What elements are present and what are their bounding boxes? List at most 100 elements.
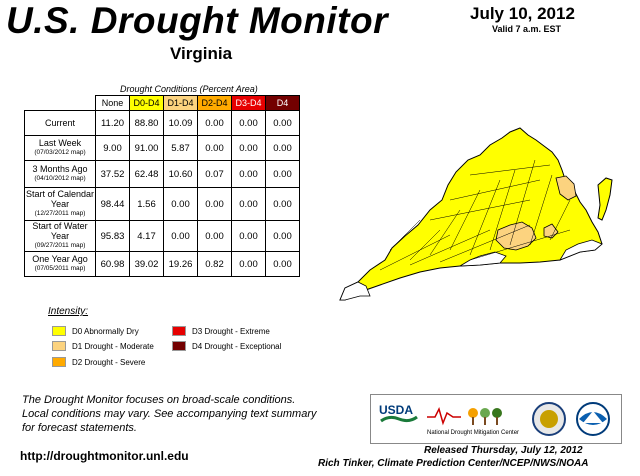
map-area-none-southwest [339, 281, 371, 301]
column-header: D4 [265, 95, 300, 111]
release-date: July 10, 2012 [470, 4, 575, 23]
row-sublabel: (12/27/2011 map) [34, 210, 86, 217]
state-name: Virginia [170, 44, 233, 63]
table-cell: 60.98 [95, 251, 130, 277]
table-corner [25, 96, 96, 111]
row-label: 3 Months Ago (04/10/2012 map) [24, 160, 96, 188]
table-row: 3 Months Ago (04/10/2012 map) 37.52 62.48 10… [24, 160, 300, 188]
table-cell: 19.26 [163, 251, 198, 277]
table-cell: 0.82 [197, 251, 232, 277]
table-cell: 39.02 [129, 251, 164, 277]
table-cell: 88.80 [129, 110, 164, 136]
usda-logo-graphic [380, 415, 418, 423]
column-header: D3-D4 [231, 95, 266, 111]
partner-logos: USDA National Drought Mitigation Center [370, 394, 622, 444]
table-row: Last Week (07/03/2012 map) 9.00 91.00 5.87 0.… [24, 135, 300, 161]
website-link[interactable]: http://droughtmonitor.unl.edu [20, 449, 189, 463]
table-header-row: None D0-D4 D1-D4 D2-D4 D3-D4 D4 [25, 95, 300, 111]
legend-item-d2: D2 Drought - Severe [52, 357, 145, 367]
table-row: One Year Ago (07/05/2011 map) 60.98 39.02 19… [24, 251, 300, 277]
map-area-d1-northeast [555, 175, 577, 201]
table-cell: 0.00 [265, 220, 300, 252]
row-sublabel: (04/10/2012 map) [34, 175, 86, 182]
author-credit: Rich Tinker, Climate Prediction Center/N… [318, 458, 589, 469]
table-cell: 98.44 [95, 187, 130, 221]
legend-item-d0: D0 Abnormally Dry [52, 326, 139, 336]
table-cell: 0.00 [231, 187, 266, 221]
row-label-text: Start of Water Year [32, 221, 88, 241]
row-label-text: Last Week [38, 138, 82, 148]
table-cell: 4.17 [129, 220, 164, 252]
county-boundaries [379, 159, 571, 271]
column-header: D0-D4 [129, 95, 164, 111]
map-area-none-southeast [559, 239, 603, 261]
map-title: U.S. Drought Monitor [6, 0, 388, 41]
table-cell: 10.60 [163, 160, 198, 188]
table-cell: 0.07 [197, 160, 232, 188]
valid-time: Valid 7 a.m. EST [492, 24, 562, 34]
virginia-drought-map [339, 127, 613, 301]
map-area-d0 [339, 127, 603, 301]
table-cell: 0.00 [231, 220, 266, 252]
table-cell: 5.87 [163, 135, 198, 161]
table-cell: 37.52 [95, 160, 130, 188]
table-cell: 0.00 [231, 110, 266, 136]
row-sublabel: (09/27/2011 map) [34, 242, 86, 249]
table-row: Start of Calendar Year (12/27/2011 map) 98… [24, 187, 300, 221]
usda-text: USDA [379, 403, 414, 417]
drought-conditions-table: None D0-D4 D1-D4 D2-D4 D3-D4 D4 Current 1… [24, 95, 300, 277]
legend-label: D0 Abnormally Dry [72, 326, 139, 336]
table-cell: 95.83 [95, 220, 130, 252]
legend-label: D2 Drought - Severe [72, 357, 146, 367]
table-cell: 62.48 [129, 160, 164, 188]
legend-item-d3: D3 Drought - Extreme [172, 326, 270, 336]
row-label-text: Current [44, 118, 75, 128]
release-note: Released Thursday, July 12, 2012 [424, 445, 583, 456]
legend-label: D1 Drought - Moderate [72, 341, 154, 351]
table-cell: 0.00 [265, 160, 300, 188]
legend-item-d1: D1 Drought - Moderate [52, 341, 154, 351]
table-cell: 10.09 [163, 110, 198, 136]
legend-item-d4: D4 Drought - Exceptional [172, 341, 281, 351]
row-label: One Year Ago (07/05/2011 map) [24, 251, 96, 277]
usda-logo: USDA [379, 401, 419, 432]
row-label: Last Week (07/03/2012 map) [24, 135, 96, 161]
row-label-text: 3 Months Ago [32, 164, 88, 174]
row-sublabel: (07/05/2011 map) [34, 265, 86, 272]
table-cell: 0.00 [231, 160, 266, 188]
legend-label: D4 Drought - Exceptional [192, 341, 282, 351]
row-label-text: One Year Ago [32, 254, 88, 264]
table-cell: 0.00 [197, 110, 232, 136]
row-sublabel: (07/03/2012 map) [34, 149, 86, 156]
noaa-logo-icon [575, 401, 611, 442]
row-label: Current [24, 110, 96, 136]
ndmc-text: National Drought Mitigation Center [427, 430, 520, 436]
table-row: Start of Water Year (09/27/2011 map) 95.83… [24, 220, 300, 252]
doc-seal-icon [531, 401, 567, 442]
table-cell: 0.00 [231, 251, 266, 277]
table-cell: 0.00 [197, 220, 232, 252]
table-row: Current 11.20 88.80 10.09 0.00 0.00 0.00 [24, 110, 300, 136]
map-eastern-shore [597, 177, 613, 221]
table-cell: 0.00 [265, 251, 300, 277]
table-cell: 0.00 [265, 135, 300, 161]
table-cell: 91.00 [129, 135, 164, 161]
table-cell: 11.20 [95, 110, 130, 136]
row-label: Start of Calendar Year (12/27/2011 map) [24, 187, 96, 221]
column-header: D1-D4 [163, 95, 198, 111]
table-cell: 0.00 [163, 187, 198, 221]
row-label-text: Start of Calendar Year [25, 189, 95, 209]
legend-swatch [52, 357, 66, 367]
legend-swatch [172, 341, 186, 351]
table-cell: 9.00 [95, 135, 130, 161]
legend-swatch [52, 341, 66, 351]
table-cell: 0.00 [265, 110, 300, 136]
row-label: Start of Water Year (09/27/2011 map) [24, 220, 96, 252]
table-cell: 0.00 [265, 187, 300, 221]
legend-title: Intensity: [48, 306, 89, 317]
legend-swatch [52, 326, 66, 336]
legend-label: D3 Drought - Extreme [192, 326, 270, 336]
table-cell: 0.00 [231, 135, 266, 161]
column-header: None [95, 95, 130, 111]
table-cell: 1.56 [129, 187, 164, 221]
